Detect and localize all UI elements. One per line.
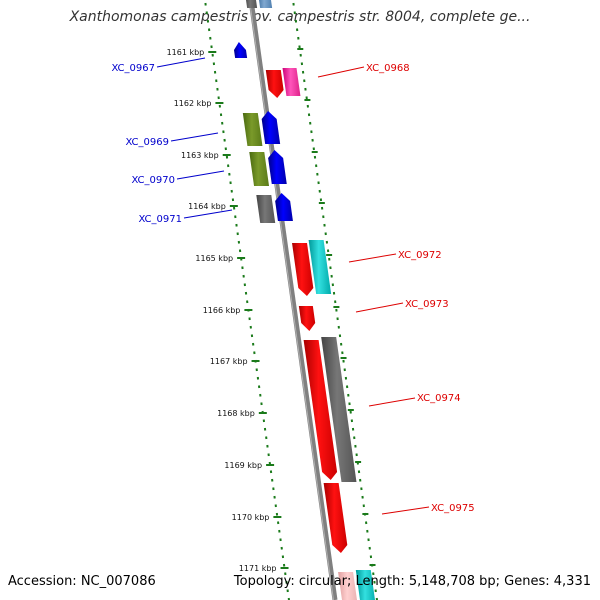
gene-label-xc0972[interactable]: XC_0972	[398, 250, 442, 261]
gene-label-xc0973[interactable]: XC_0973	[405, 299, 449, 310]
gene-label-leader	[348, 253, 397, 263]
gene-blue-3[interactable]	[275, 193, 293, 221]
gene-blue-2[interactable]	[268, 150, 287, 184]
ruler-dots-left	[204, 2, 290, 600]
gene-label-xc0969[interactable]: XC_0969	[125, 137, 169, 148]
ruler-tick-label: 1163 kbp	[181, 151, 219, 160]
gene-adjacent-pink[interactable]	[282, 68, 301, 96]
ruler-tick-label: 1169 kbp	[224, 461, 262, 470]
ruler-tick-label: 1165 kbp	[195, 254, 233, 263]
gene-label-xc0967[interactable]: XC_0967	[111, 63, 155, 74]
gene-blue-1[interactable]	[261, 111, 281, 144]
gene-xc0968[interactable]	[265, 70, 284, 98]
gene-xc0972[interactable]	[292, 243, 314, 296]
gene-partial-top-1[interactable]	[245, 0, 258, 8]
gene-adjacent-gray[interactable]	[321, 337, 357, 482]
ruler-tick-label: 1168 kbp	[217, 409, 255, 418]
gene-label-leader	[368, 397, 416, 407]
backbone-highlight	[249, 0, 334, 600]
accession-text: Accession: NC_007086	[8, 574, 156, 589]
gene-xc0975[interactable]	[323, 483, 348, 553]
gene-label-leader	[317, 66, 365, 78]
gene-xc0973[interactable]	[298, 306, 316, 331]
gene-label-xc0971[interactable]: XC_0971	[138, 214, 182, 225]
gene-label-xc0968[interactable]: XC_0968	[366, 63, 410, 74]
gene-xc0971[interactable]	[256, 195, 276, 223]
ruler-tick-label: 1161 kbp	[167, 48, 205, 57]
backbone-line	[248, 0, 338, 600]
genome-stats-text: Topology: circular; Length: 5,148,708 bp…	[233, 574, 591, 589]
gene-label-leader	[176, 170, 225, 180]
gene-adjacent-cyan[interactable]	[308, 240, 332, 294]
gene-label-xc0974[interactable]: XC_0974	[417, 393, 461, 404]
gene-label-leader	[355, 302, 404, 313]
gene-label-xc0975[interactable]: XC_0975	[431, 503, 475, 514]
gene-partial-bottom-1[interactable]	[338, 572, 358, 600]
gene-label-leader	[156, 57, 206, 68]
gene-partial-bottom-2[interactable]	[355, 570, 377, 600]
gene-xc0967[interactable]	[234, 42, 248, 58]
gene-partial-top-2[interactable]	[258, 0, 273, 8]
ruler-tick-label: 1171 kbp	[239, 564, 277, 573]
gene-xc0974[interactable]	[303, 340, 338, 480]
gene-xc0969[interactable]	[242, 113, 263, 146]
gene-label-leader	[183, 209, 233, 219]
gene-label-leader	[381, 506, 430, 515]
ruler-tick-label: 1167 kbp	[210, 357, 248, 366]
gene-label-xc0970[interactable]: XC_0970	[131, 175, 175, 186]
map-title: Xanthomonas campestris pv. campestris st…	[69, 9, 531, 25]
ruler-tick-label: 1164 kbp	[188, 202, 226, 211]
gene-xc0970[interactable]	[249, 152, 270, 186]
gene-label-leader	[170, 132, 219, 142]
ruler-tick-label: 1162 kbp	[174, 99, 212, 108]
ruler-tick-label: 1170 kbp	[232, 513, 270, 522]
ruler-tick-label: 1166 kbp	[203, 306, 241, 315]
